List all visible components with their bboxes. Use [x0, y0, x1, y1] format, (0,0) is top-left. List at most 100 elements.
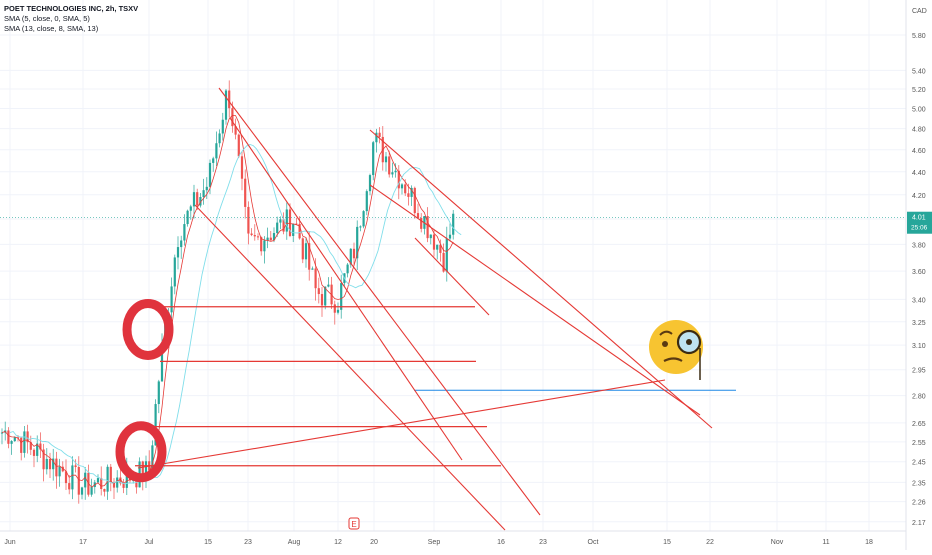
candle	[413, 186, 416, 219]
candle	[388, 150, 391, 178]
trendline	[137, 379, 666, 469]
earnings-marker: E	[348, 517, 360, 530]
candle	[212, 156, 215, 172]
candle-body	[157, 381, 160, 405]
candle-body	[151, 445, 154, 471]
candle	[362, 210, 365, 229]
price-tick-label: 5.40	[912, 68, 926, 75]
candle	[436, 244, 439, 260]
candle-body	[84, 472, 87, 488]
candle	[368, 173, 372, 196]
candle-body	[189, 206, 192, 211]
candle-body	[394, 170, 397, 173]
candle	[100, 466, 103, 496]
candle	[384, 152, 388, 172]
highlight-circle	[122, 298, 174, 360]
candle-body	[256, 236, 260, 238]
candle-body	[228, 90, 231, 109]
earnings-badge	[348, 517, 360, 530]
time-tick-label: Jun	[4, 539, 15, 546]
time-tick-label: 12	[334, 539, 342, 546]
candle	[112, 478, 116, 499]
currency-label: CAD	[912, 8, 927, 15]
candle-body	[183, 224, 186, 241]
candle	[375, 128, 378, 153]
candle-body	[80, 487, 84, 495]
candle	[52, 448, 55, 481]
candle-body	[436, 244, 439, 250]
candle	[244, 169, 247, 219]
time-tick-label: 17	[79, 539, 87, 546]
candle	[64, 459, 68, 491]
trendline	[369, 184, 701, 416]
time-tick-label: Sep	[428, 539, 441, 546]
candle-body	[52, 458, 55, 470]
candle	[215, 131, 218, 166]
candle	[324, 286, 327, 310]
indicator-sma5-label[interactable]: SMA (5, close, 0, SMA, 5)	[4, 14, 90, 23]
candle-body	[116, 477, 119, 488]
candle-body	[199, 196, 202, 206]
candle-body	[269, 237, 272, 241]
candle	[84, 466, 87, 500]
candle-body	[71, 465, 74, 490]
candle	[279, 216, 282, 230]
sma-5-line	[1, 114, 454, 488]
candle-body	[372, 142, 375, 176]
candle	[359, 225, 362, 232]
candle	[407, 183, 410, 206]
candle-body	[10, 441, 13, 444]
candle	[349, 248, 352, 268]
candle	[448, 223, 452, 242]
candle	[202, 178, 205, 205]
candle	[138, 457, 141, 488]
candle-body	[125, 468, 128, 488]
candle-body	[410, 187, 413, 197]
candle-body	[119, 477, 122, 484]
emoji-eye	[662, 341, 668, 347]
candle	[250, 228, 253, 237]
candle-body	[304, 243, 308, 260]
candle	[320, 287, 324, 317]
candle-body	[90, 487, 93, 495]
candle-body	[288, 209, 292, 236]
candle	[74, 459, 77, 473]
candle	[346, 263, 349, 278]
candle-body	[349, 248, 352, 265]
candle	[183, 214, 186, 246]
candle-body	[61, 466, 64, 472]
candle-body	[20, 437, 23, 453]
candle-body	[375, 132, 378, 143]
candle-body	[218, 133, 221, 144]
candle-body	[314, 268, 317, 289]
candle	[196, 188, 199, 210]
candle	[26, 424, 29, 454]
candle-body	[224, 90, 228, 120]
candle	[0, 428, 4, 445]
candle-body	[237, 134, 240, 157]
candle-body	[231, 108, 234, 127]
candle-body	[170, 286, 173, 313]
time-tick-label: 15	[204, 539, 212, 546]
candle	[10, 440, 13, 455]
candle-body	[432, 234, 436, 250]
candle	[45, 448, 48, 475]
candle-body	[26, 431, 29, 443]
candle-body	[205, 186, 208, 191]
candle-body	[42, 449, 45, 470]
time-axis: Jun 17 Jul 15 23 Aug 12 20 Sep 16 23 Oct 15 22 Nov 11 18…	[0, 517, 906, 546]
time-tick-label: 18	[865, 539, 873, 546]
candle	[103, 488, 106, 497]
candle	[253, 224, 256, 241]
candle-body	[154, 404, 157, 446]
candle-body	[141, 461, 144, 482]
candle-body	[391, 172, 394, 175]
candle	[173, 254, 176, 295]
candle-body	[36, 443, 39, 456]
candle	[170, 277, 173, 319]
candle-body	[253, 235, 256, 237]
candle	[308, 231, 311, 281]
indicator-sma13-label[interactable]: SMA (13, close, 8, SMA, 13)	[4, 24, 99, 33]
candle	[192, 184, 196, 219]
